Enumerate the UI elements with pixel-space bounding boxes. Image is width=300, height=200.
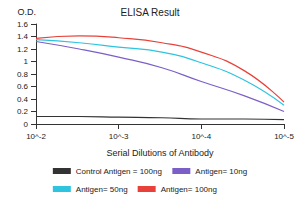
svg-text:0.2: 0.2 bbox=[17, 107, 29, 116]
svg-text:O.D.: O.D. bbox=[17, 7, 36, 17]
svg-text:0.6: 0.6 bbox=[17, 82, 29, 91]
svg-text:1: 1 bbox=[24, 57, 29, 66]
svg-text:Control Antigen = 100ng: Control Antigen = 100ng bbox=[76, 167, 162, 176]
svg-text:0: 0 bbox=[24, 120, 29, 129]
svg-text:Serial Dilutions of Antibody: Serial Dilutions of Antibody bbox=[106, 148, 214, 158]
svg-text:0.8: 0.8 bbox=[17, 70, 29, 79]
svg-text:10^-2: 10^-2 bbox=[26, 132, 46, 141]
svg-text:Antigen= 100ng: Antigen= 100ng bbox=[161, 185, 217, 194]
svg-text:1.2: 1.2 bbox=[17, 45, 29, 54]
svg-text:Antigen= 50ng: Antigen= 50ng bbox=[76, 185, 128, 194]
svg-text:10^-3: 10^-3 bbox=[109, 132, 129, 141]
svg-text:1.6: 1.6 bbox=[17, 20, 29, 29]
svg-text:0.4: 0.4 bbox=[17, 95, 29, 104]
svg-text:10^-4: 10^-4 bbox=[191, 132, 211, 141]
svg-text:10^-5: 10^-5 bbox=[274, 132, 294, 141]
svg-text:ELISA Result: ELISA Result bbox=[121, 7, 180, 18]
svg-text:Antigen= 10ng: Antigen= 10ng bbox=[195, 167, 247, 176]
svg-text:1.4: 1.4 bbox=[17, 32, 29, 41]
